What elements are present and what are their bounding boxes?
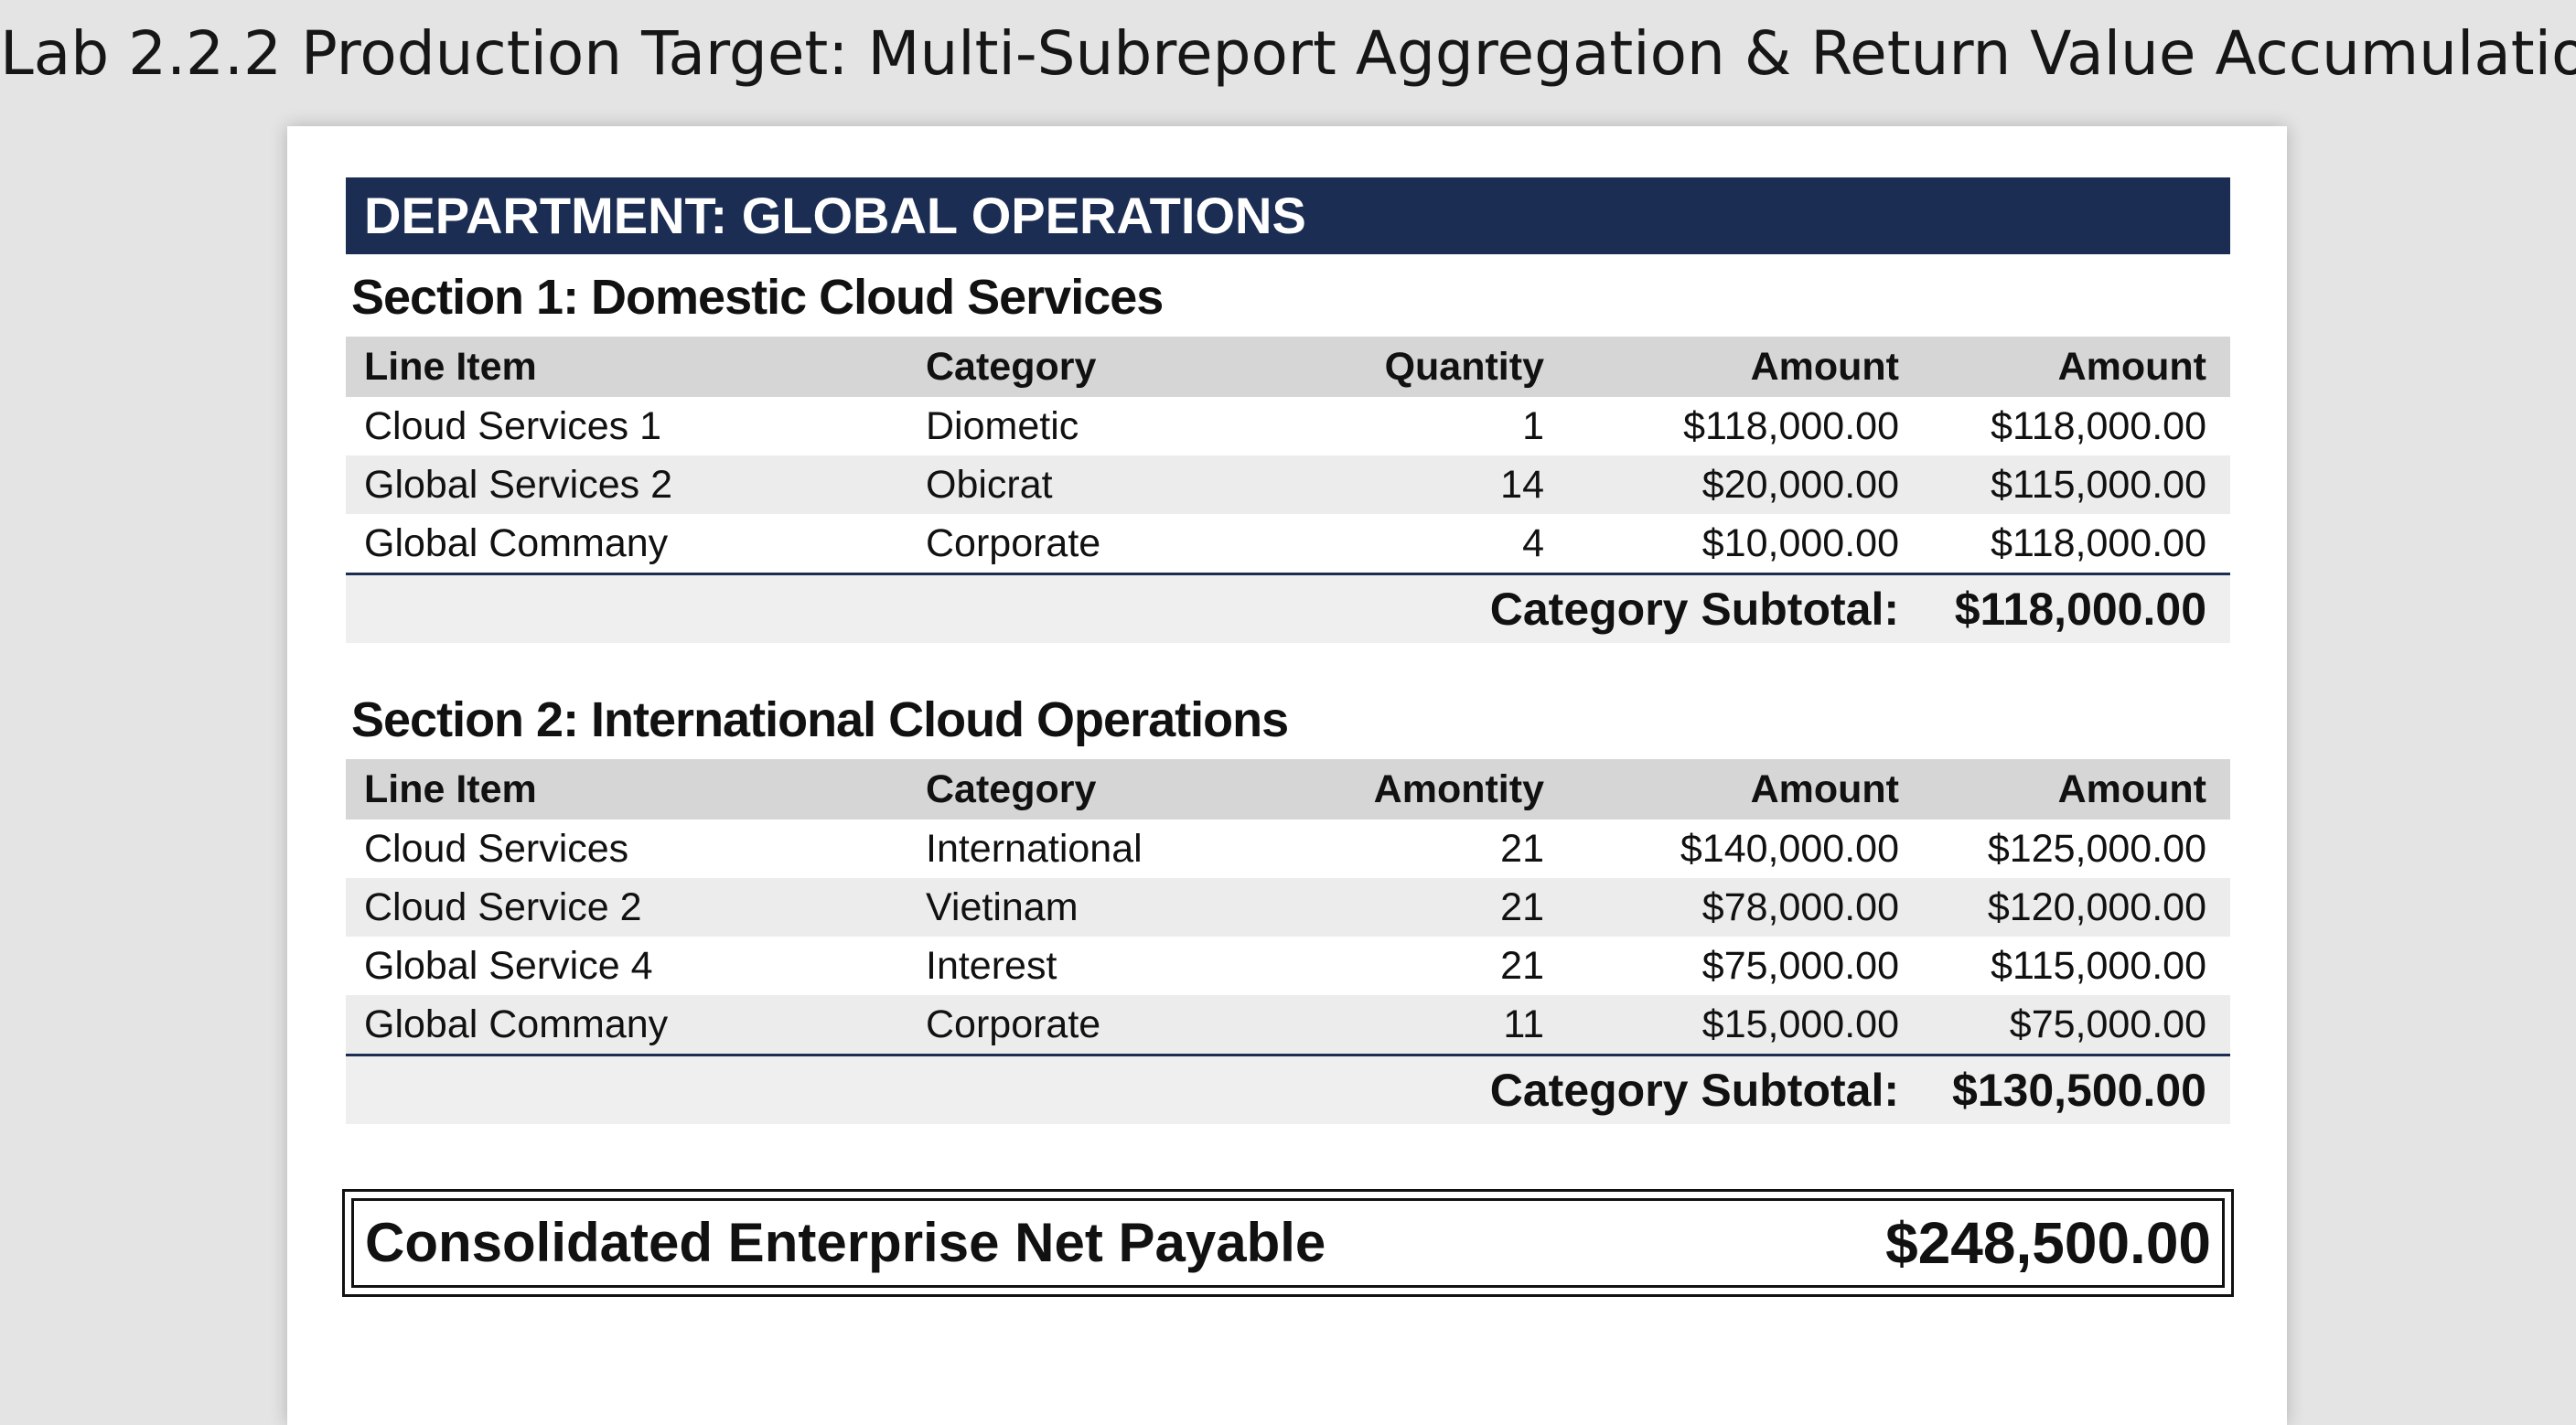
- line-item-cell: Global Commany: [364, 1002, 669, 1046]
- subtotal-label: Category Subtotal:: [1489, 1065, 1899, 1116]
- amount-cell: $20,000.00: [1701, 463, 1899, 507]
- amount-cell: $75,000.00: [1701, 944, 1899, 988]
- column-header: Line Item: [364, 345, 537, 389]
- table-row: Global Services 2 Obicrat 14 $20,000.00 …: [346, 455, 2230, 514]
- subtotal-divider: [346, 1054, 2230, 1056]
- category-cell: Obicrat: [926, 463, 1053, 507]
- amount-cell: $15,000.00: [1701, 1002, 1899, 1046]
- category-cell: Corporate: [926, 521, 1101, 565]
- line-items-table: Line Item Category Amontity Amount Amoun…: [346, 759, 2230, 1124]
- line-item-cell: Global Commany: [364, 521, 669, 565]
- table-row: Global Commany Corporate 4 $10,000.00 $1…: [346, 514, 2230, 573]
- table-row: Cloud Services 1 Diometic 1 $118,000.00 …: [346, 397, 2230, 455]
- amount-cell: $125,000.00: [1987, 827, 2206, 871]
- subtotal-row: Category Subtotal: $118,000.00: [346, 575, 2230, 643]
- column-header: Amount: [2057, 345, 2206, 389]
- column-header: Amount: [2057, 767, 2206, 811]
- line-item-cell: Cloud Services: [364, 827, 629, 871]
- table-row: Cloud Service 2 Vietinam 21 $78,000.00 $…: [346, 878, 2230, 937]
- amount-cell: $115,000.00: [1991, 944, 2206, 988]
- quantity-cell: 21: [1500, 885, 1544, 929]
- amount-cell: $140,000.00: [1680, 827, 1899, 871]
- category-cell: Vietinam: [926, 885, 1079, 929]
- column-header: Amount: [1750, 345, 1899, 389]
- column-header: Amount: [1750, 767, 1899, 811]
- column-header: Amontity: [1373, 767, 1544, 811]
- table-header-row: Line Item Category Quantity Amount Amoun…: [346, 337, 2230, 397]
- subtotal-row: Category Subtotal: $130,500.00: [346, 1056, 2230, 1124]
- table-row: Global Commany Corporate 11 $15,000.00 $…: [346, 995, 2230, 1054]
- column-header: Line Item: [364, 767, 537, 811]
- section-title: Section 2: International Cloud Operation…: [351, 692, 1289, 747]
- line-items-table: Line Item Category Quantity Amount Amoun…: [346, 337, 2230, 643]
- amount-cell: $118,000.00: [1991, 404, 2206, 448]
- subtotal-value: $118,000.00: [1954, 584, 2206, 635]
- amount-cell: $118,000.00: [1991, 521, 2206, 565]
- table-row: Cloud Services International 21 $140,000…: [346, 820, 2230, 878]
- amount-cell: $118,000.00: [1683, 404, 1899, 448]
- category-cell: International: [926, 827, 1143, 871]
- quantity-cell: 11: [1503, 1002, 1544, 1046]
- amount-cell: $120,000.00: [1987, 885, 2206, 929]
- quantity-cell: 21: [1500, 827, 1544, 871]
- table-header-row: Line Item Category Amontity Amount Amoun…: [346, 759, 2230, 820]
- column-header: Quantity: [1384, 345, 1544, 389]
- category-cell: Interest: [926, 944, 1057, 988]
- grand-total-box: Consolidated Enterprise Net Payable $248…: [342, 1189, 2234, 1297]
- quantity-cell: 1: [1522, 404, 1544, 448]
- subtotal-value: $130,500.00: [1951, 1065, 2206, 1116]
- quantity-cell: 4: [1522, 521, 1544, 565]
- section-title: Section 1: Domestic Cloud Services: [351, 270, 1164, 325]
- subtotal-label: Category Subtotal:: [1489, 584, 1899, 635]
- amount-cell: $115,000.00: [1991, 463, 2206, 507]
- report-sheet: DEPARTMENT: GLOBAL OPERATIONS Section 1:…: [287, 126, 2287, 1425]
- quantity-cell: 21: [1500, 944, 1544, 988]
- amount-cell: $78,000.00: [1701, 885, 1899, 929]
- grand-total-inner-frame: Consolidated Enterprise Net Payable $248…: [351, 1198, 2225, 1288]
- line-item-cell: Cloud Service 2: [364, 885, 642, 929]
- department-header: DEPARTMENT: GLOBAL OPERATIONS: [346, 177, 2230, 254]
- grand-total-label: Consolidated Enterprise Net Payable: [365, 1212, 1326, 1273]
- line-item-cell: Global Services 2: [364, 463, 672, 507]
- line-item-cell: Global Service 4: [364, 944, 653, 988]
- column-header: Category: [926, 345, 1097, 389]
- subtotal-divider: [346, 573, 2230, 575]
- column-header: Category: [926, 767, 1097, 811]
- page-title: Lab 2.2.2 Production Target: Multi-Subre…: [0, 18, 2576, 89]
- amount-cell: $10,000.00: [1701, 521, 1899, 565]
- category-cell: Corporate: [926, 1002, 1101, 1046]
- table-row: Global Service 4 Interest 21 $75,000.00 …: [346, 937, 2230, 995]
- amount-cell: $75,000.00: [2009, 1002, 2206, 1046]
- category-cell: Diometic: [926, 404, 1079, 448]
- line-item-cell: Cloud Services 1: [364, 404, 662, 448]
- grand-total-value: $248,500.00: [1885, 1210, 2211, 1276]
- quantity-cell: 14: [1500, 463, 1544, 507]
